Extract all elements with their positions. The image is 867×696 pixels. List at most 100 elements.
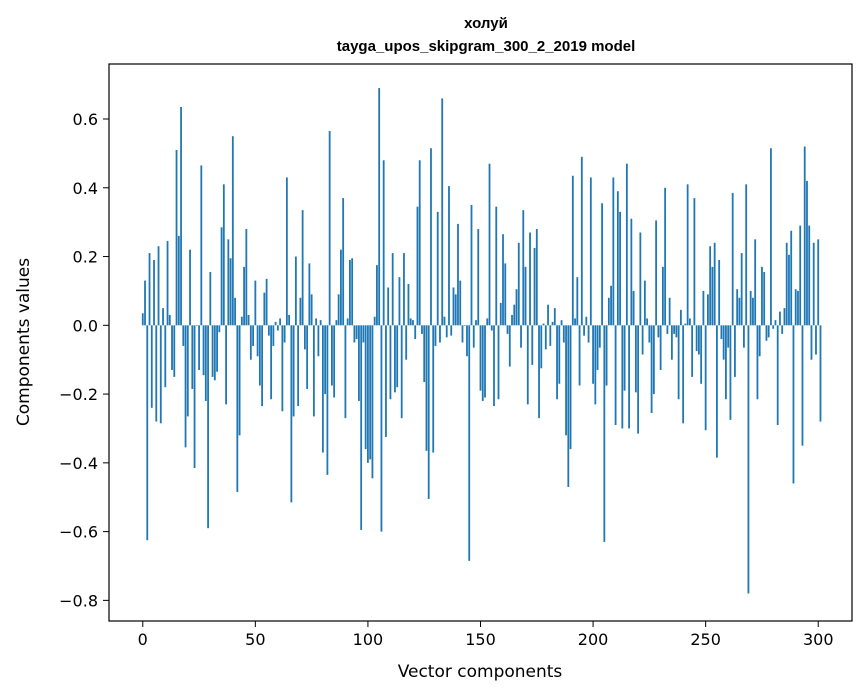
bar-175: [535, 229, 538, 326]
bar-91: [346, 318, 349, 326]
bar-268: [745, 184, 748, 326]
bar-9: [162, 308, 164, 326]
bar-142: [461, 325, 464, 343]
bar-66: [290, 325, 293, 503]
x-tick-label-5: 250: [690, 630, 721, 649]
bar-281: [774, 320, 777, 326]
bar-35: [220, 227, 223, 326]
bar-202: [596, 325, 599, 371]
bar-299: [815, 325, 817, 355]
bar-81: [324, 325, 327, 395]
bar-171: [526, 325, 529, 405]
bar-73: [306, 325, 309, 389]
bar-79: [319, 320, 322, 326]
bar-209: [612, 177, 615, 326]
bar-158: [497, 325, 500, 400]
bar-104: [376, 265, 378, 326]
bar-85: [333, 325, 336, 398]
bar-242: [686, 184, 689, 326]
bar-50: [254, 280, 257, 326]
bar-152: [484, 325, 486, 398]
bar-167: [517, 242, 520, 326]
bar-184: [556, 325, 558, 400]
bar-127: [427, 325, 430, 499]
bar-135: [445, 325, 448, 338]
bar-3: [148, 253, 151, 326]
bar-37: [225, 325, 227, 405]
bar-288: [790, 230, 793, 326]
bar-193: [576, 277, 579, 326]
bar-196: [583, 325, 585, 336]
bar-80: [321, 325, 324, 453]
x-tick-label-1: 50: [245, 630, 265, 649]
bar-102: [371, 325, 374, 479]
bar-233: [666, 325, 669, 334]
bar-59: [274, 321, 277, 326]
bar-95: [355, 325, 358, 340]
bar-137: [450, 325, 453, 336]
bar-32: [213, 325, 216, 381]
bar-8: [159, 325, 162, 424]
bar-280: [772, 325, 775, 329]
bar-83: [328, 131, 331, 326]
bar-295: [806, 180, 808, 326]
bar-211: [616, 191, 619, 326]
bar-278: [767, 325, 770, 338]
bar-99: [364, 325, 367, 450]
y-tick-label-5: 0.2: [73, 248, 98, 267]
bar-182: [551, 321, 554, 326]
bar-301: [819, 325, 822, 422]
bar-197: [585, 316, 588, 326]
bar-53: [261, 325, 263, 407]
bar-46: [245, 229, 248, 326]
bar-18: [182, 325, 185, 346]
bar-22: [191, 325, 194, 389]
y-axis-label: Components values: [14, 258, 34, 426]
bar-292: [799, 225, 802, 326]
bar-189: [567, 325, 570, 487]
bar-177: [540, 325, 543, 369]
y-tick-label-7: 0.6: [73, 110, 98, 129]
bar-228: [655, 220, 658, 326]
bar-194: [578, 325, 581, 386]
chart-title-line-2: tayga_upos_skipgram_300_2_2019 model: [337, 38, 636, 55]
bar-186: [560, 320, 563, 326]
bar-296: [808, 225, 811, 326]
bar-65: [288, 314, 291, 326]
bar-200: [592, 325, 594, 384]
bar-187: [562, 325, 565, 343]
bar-45: [243, 266, 245, 326]
bar-109: [387, 287, 390, 326]
bar-145: [468, 325, 471, 561]
bars-group: [141, 88, 822, 594]
bar-106: [380, 325, 383, 532]
bar-234: [668, 297, 671, 326]
bar-262: [731, 192, 734, 326]
bar-252: [709, 246, 712, 326]
bar-269: [747, 325, 750, 594]
bar-243: [688, 318, 691, 326]
bar-20: [186, 325, 189, 417]
bar-5: [153, 259, 155, 326]
bar-119: [409, 318, 412, 326]
bar-72: [303, 325, 306, 350]
bar-23: [193, 325, 196, 468]
bar-208: [610, 285, 612, 326]
bar-298: [812, 242, 815, 326]
bar-190: [569, 325, 572, 450]
bar-170: [524, 266, 527, 326]
bar-165: [513, 304, 516, 326]
bar-230: [659, 325, 662, 371]
bar-151: [481, 325, 484, 401]
bar-258: [722, 325, 725, 360]
bar-161: [504, 263, 507, 326]
bar-34: [218, 325, 221, 333]
bar-60: [276, 325, 279, 331]
bar-48: [249, 325, 252, 360]
bar-58: [272, 325, 275, 346]
bar-0: [141, 313, 144, 326]
bar-138: [452, 287, 455, 326]
bar-204: [601, 203, 603, 326]
bar-148: [475, 320, 477, 326]
